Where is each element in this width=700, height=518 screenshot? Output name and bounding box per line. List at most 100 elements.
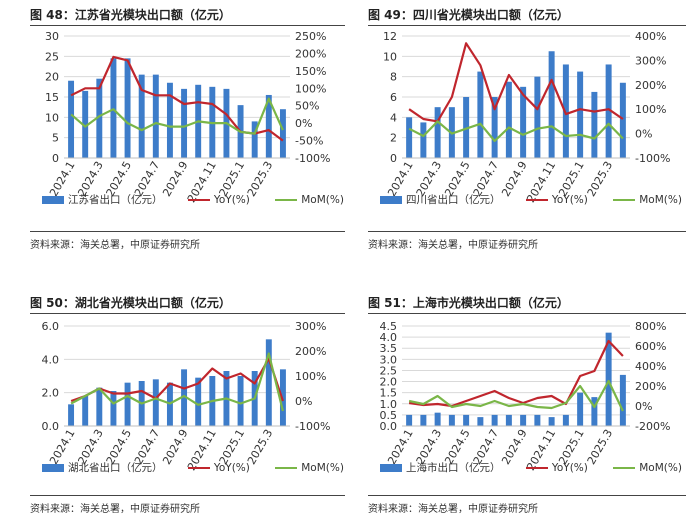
- bar: [96, 387, 103, 426]
- bar: [181, 88, 188, 158]
- y-left-tick-label: 5: [52, 132, 59, 145]
- y-right-tick-label: 200%: [295, 47, 326, 60]
- legend-mom-swatch: [275, 198, 298, 201]
- bar: [124, 382, 131, 426]
- bar: [505, 414, 512, 426]
- bar: [605, 64, 612, 158]
- legend-bar-label: 四川省出口（亿元）: [406, 194, 501, 206]
- chart-panel-sichuan: 图 49：四川省光模块出口额（亿元） 0 2 4 6 8 10 12 -100% 0% 100% 2…: [368, 6, 690, 256]
- legend-mom-swatch: [613, 198, 636, 201]
- y-right-tick-label: 200%: [635, 79, 666, 92]
- y-left-tick-label: 4.0: [380, 331, 398, 344]
- title-divider: [30, 25, 345, 26]
- bar: [420, 414, 427, 426]
- bar: [477, 417, 484, 426]
- y-right-tick-label: 150%: [295, 65, 326, 78]
- legend-bar-swatch: [42, 196, 64, 204]
- y-right-tick-label: 50%: [295, 100, 319, 113]
- legend-mom-label: MoM(%): [639, 193, 682, 206]
- legend-bar-label: 上海市出口（亿元）: [406, 462, 501, 474]
- y-right-tick-label: 0%: [635, 400, 652, 413]
- bar: [82, 90, 89, 158]
- bar: [548, 51, 555, 158]
- bar: [534, 414, 541, 426]
- bar: [279, 109, 286, 158]
- bar: [152, 74, 159, 158]
- y-left-tick-label: 0.5: [380, 409, 398, 422]
- y-right-tick-label: 600%: [635, 340, 666, 353]
- legend-yoy-swatch: [187, 198, 210, 201]
- y-left-tick-label: 4: [390, 111, 397, 124]
- y-left-tick-label: 20: [45, 71, 59, 84]
- yoy-line: [70, 357, 284, 403]
- bar: [577, 392, 584, 426]
- y-right-tick-label: -100%: [295, 152, 330, 165]
- bar: [68, 404, 75, 426]
- y-left-tick-label: 0.0: [42, 420, 60, 433]
- bar: [237, 376, 244, 426]
- chart-legend: 湖北省出口（亿元） YoY(%) MoM(%): [42, 460, 366, 475]
- bar: [577, 71, 584, 158]
- y-left-tick-label: 0: [390, 152, 397, 165]
- bar: [605, 332, 612, 426]
- mom-line: [408, 379, 624, 412]
- bar: [138, 74, 145, 158]
- yoy-line: [408, 339, 624, 408]
- legend-yoy-label: YoY(%): [551, 461, 588, 474]
- bar: [520, 414, 527, 426]
- legend-bar-label: 江苏省出口（亿元）: [68, 194, 163, 206]
- chart-panel-hubei: 图 50：湖北省光模块出口额（亿元） 0.0 2.0 4.0 6.0 -100% 0% 10…: [30, 294, 350, 516]
- legend-yoy-swatch: [525, 198, 548, 201]
- y-right-tick-label: -100%: [635, 152, 670, 165]
- y-right-tick-label: -200%: [635, 420, 670, 433]
- title-divider: [30, 313, 345, 314]
- y-left-tick-label: 10: [45, 111, 59, 124]
- mom-line: [70, 97, 284, 135]
- bar: [68, 80, 75, 158]
- y-left-tick-label: 2.0: [42, 387, 60, 400]
- y-right-tick-label: 0%: [635, 128, 652, 141]
- mom-line: [70, 352, 284, 412]
- bar: [463, 414, 470, 426]
- chart-panel-jiangsu: 图 48：江苏省光模块出口额（亿元） 0 5 10 15 20 25 30 -100% -50%…: [30, 6, 350, 256]
- y-right-tick-label: 400%: [635, 360, 666, 373]
- y-left-tick-label: 15: [45, 91, 59, 104]
- bar: [82, 396, 89, 426]
- yoy-line: [408, 42, 624, 123]
- legend-mom-label: MoM(%): [301, 193, 344, 206]
- bar: [477, 71, 484, 158]
- legend-bar-label: 湖北省出口（亿元）: [68, 462, 163, 474]
- legend-yoy-label: YoY(%): [213, 193, 250, 206]
- y-left-tick-label: 4.5: [380, 320, 398, 333]
- source-note: 资料来源：海关总署，中原证券研究所: [368, 504, 538, 515]
- bar: [181, 369, 188, 426]
- bar: [591, 91, 598, 158]
- source-note: 资料来源：海关总署，中原证券研究所: [30, 240, 200, 251]
- bar: [96, 78, 103, 158]
- legend-yoy-label: YoY(%): [551, 193, 588, 206]
- yoy-line: [70, 55, 284, 142]
- shanghai-export-chart: 0.00.51.01.52.02.53.03.54.04.5 -200% 0% 200…: [380, 320, 671, 473]
- y-left-tick-label: 1.0: [380, 398, 398, 411]
- y-right-tick-label: 100%: [635, 103, 666, 116]
- legend-bar-swatch: [380, 464, 402, 472]
- y-left-tick-label: 6: [390, 91, 397, 104]
- bar: [434, 412, 441, 426]
- title-divider: [368, 313, 686, 314]
- y-left-tick-label: 30: [45, 30, 59, 43]
- jiangsu-export-chart: 0 5 10 15 20 25 30 -100% -50% 0% 50% 100% 150% 200% 25…: [45, 30, 330, 205]
- bar: [110, 391, 117, 426]
- bar: [491, 97, 498, 158]
- y-right-tick-label: 0%: [295, 117, 312, 130]
- bar: [562, 414, 569, 426]
- y-left-tick-label: 10: [383, 50, 397, 63]
- y-left-tick-label: 2.5: [380, 364, 398, 377]
- y-right-tick-label: 250%: [295, 30, 326, 43]
- y-right-tick-label: 400%: [635, 30, 666, 43]
- y-right-tick-label: -100%: [295, 420, 330, 433]
- y-left-tick-label: 8: [390, 71, 397, 84]
- legend-bar-swatch: [380, 196, 402, 204]
- y-left-tick-label: 4.0: [42, 353, 60, 366]
- bar: [534, 76, 541, 158]
- bar: [406, 414, 413, 426]
